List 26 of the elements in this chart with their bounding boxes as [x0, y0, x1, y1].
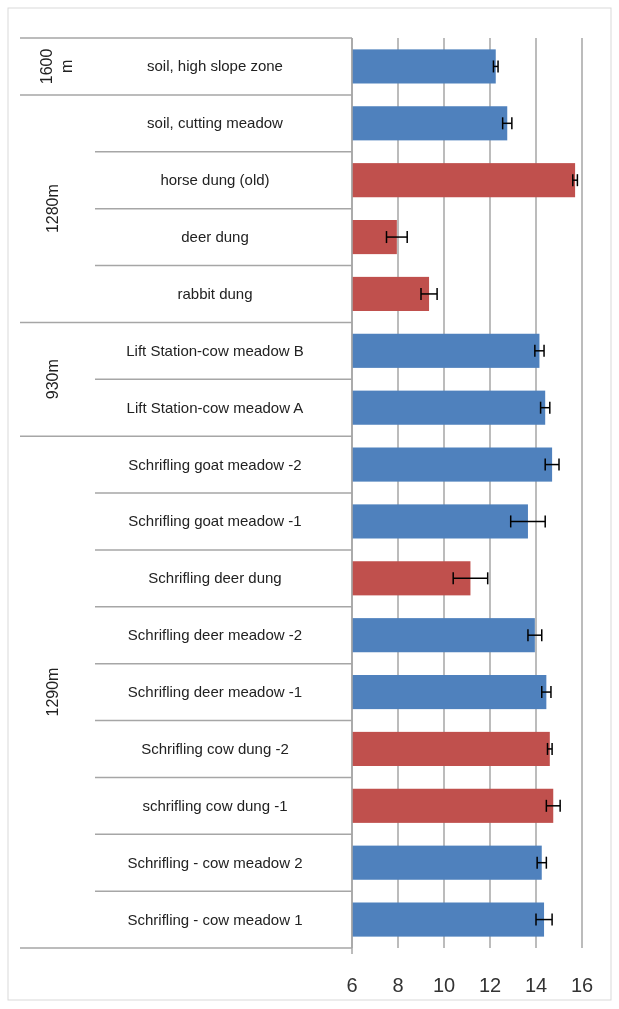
x-tick-label: 6 — [346, 974, 358, 996]
y-tick-label: Schrifling deer meadow -2 — [127, 626, 303, 644]
y-tick-label: Schrifling cow dung -2 — [141, 739, 289, 757]
y-tick-label: Schrifling deer dung — [148, 569, 282, 587]
y-tick-label: deer dung — [181, 228, 249, 246]
y-tick-label: Schrifling deer meadow -1 — [127, 683, 303, 701]
y-tick-label: Schrifling - cow meadow 2 — [127, 853, 303, 871]
x-tick-label: 8 — [392, 974, 404, 996]
text: 1290m — [44, 667, 61, 717]
y-tick-label: Lift Station-cow meadow A — [126, 398, 304, 416]
y-tick-label: soil, cutting meadow — [147, 114, 284, 132]
y-tick-label: Schrifling goat meadow -2 — [128, 455, 302, 473]
y-tick-label: horse dung (old) — [160, 171, 270, 189]
x-tick-label: 10 — [432, 974, 456, 996]
y-tick-label: Lift Station-cow meadow B — [126, 341, 304, 359]
x-tick-label: 16 — [570, 974, 594, 996]
x-tick-label: 12 — [478, 974, 502, 996]
text: 1600 m — [38, 48, 75, 85]
y-tick-label: Schrifling goat meadow -1 — [128, 512, 302, 530]
y-tick-label: soil, high slope zone — [147, 57, 283, 75]
y-tick-label: schrifling cow dung -1 — [142, 796, 288, 814]
x-tick-label: 14 — [524, 974, 548, 996]
text: 930m — [44, 359, 61, 400]
y-tick-label: rabbit dung — [177, 284, 253, 302]
y-tick-label: Schrifling - cow meadow 1 — [127, 910, 303, 928]
text: 1280m — [44, 184, 61, 234]
